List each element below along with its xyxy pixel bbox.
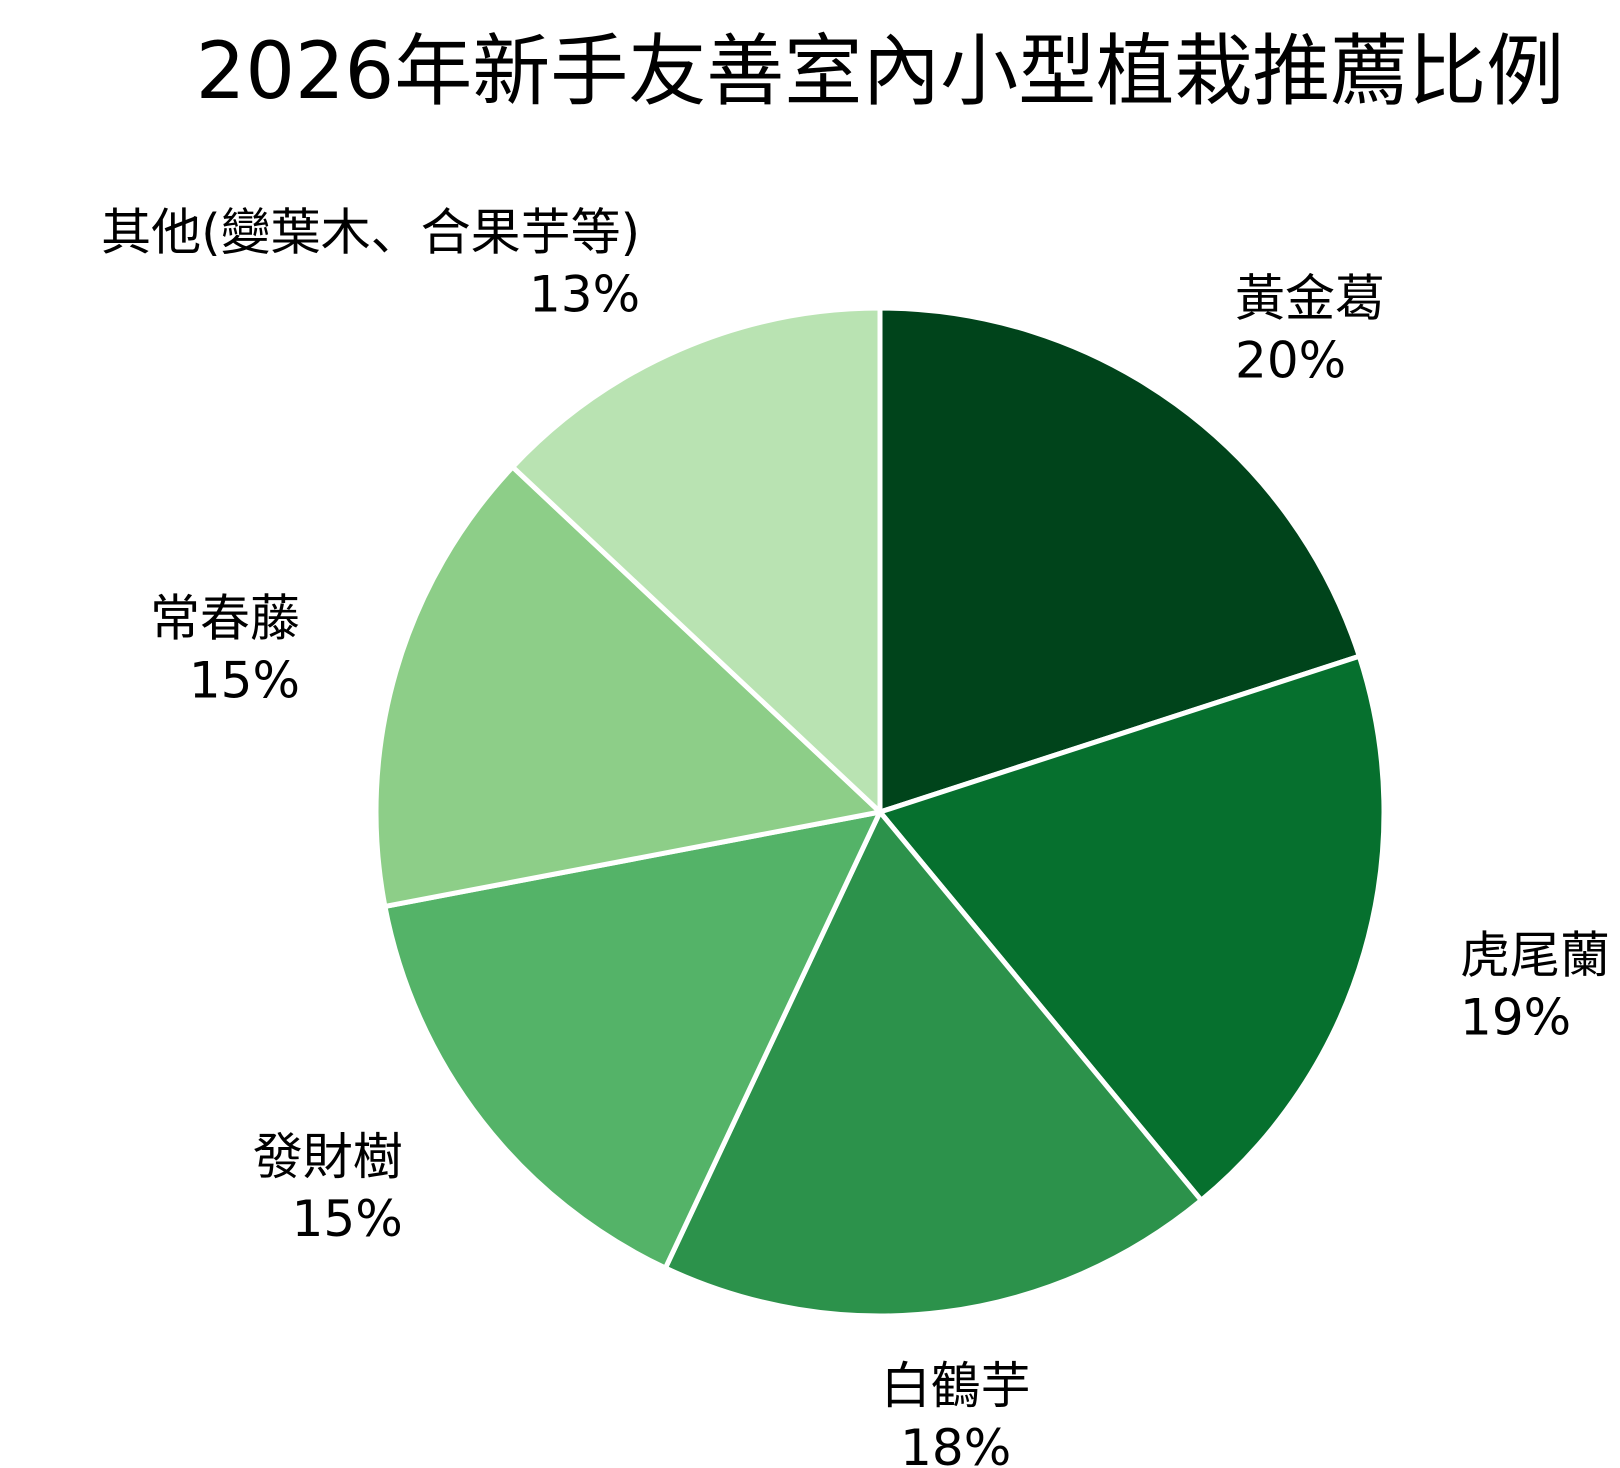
slice-percent-label: 19% bbox=[1460, 989, 1571, 1047]
slice-percent-label: 15% bbox=[292, 1190, 403, 1248]
slice-percent-label: 15% bbox=[189, 651, 300, 709]
slice-label: 其他(變葉木、合果芋等) bbox=[101, 204, 640, 262]
pie-slices bbox=[373, 305, 1387, 1319]
slice-label: 白鶴芋 bbox=[881, 1357, 1031, 1415]
pie-labels: 黃金葛20%虎尾蘭19%白鶴芋18%發財樹15%常春藤15%其他(變葉木、合果芋… bbox=[101, 204, 1610, 1468]
pie-slice bbox=[373, 464, 883, 909]
slice-label: 發財樹 bbox=[253, 1128, 403, 1186]
slice-label: 常春藤 bbox=[150, 589, 300, 647]
slice-label: 黃金葛 bbox=[1235, 269, 1385, 327]
slice-label: 虎尾蘭 bbox=[1460, 927, 1610, 985]
pie-slice bbox=[510, 305, 883, 815]
slice-percent-label: 13% bbox=[529, 266, 640, 324]
pie-slice bbox=[662, 809, 1204, 1319]
slice-percent-label: 18% bbox=[900, 1419, 1011, 1468]
chart-title: 2026年新手友善室內小型植栽推薦比例 bbox=[196, 27, 1565, 117]
pie-slice bbox=[877, 305, 1362, 815]
pie-slice bbox=[877, 653, 1387, 1203]
slice-percent-label: 20% bbox=[1235, 331, 1346, 389]
pie-slice bbox=[382, 809, 883, 1271]
